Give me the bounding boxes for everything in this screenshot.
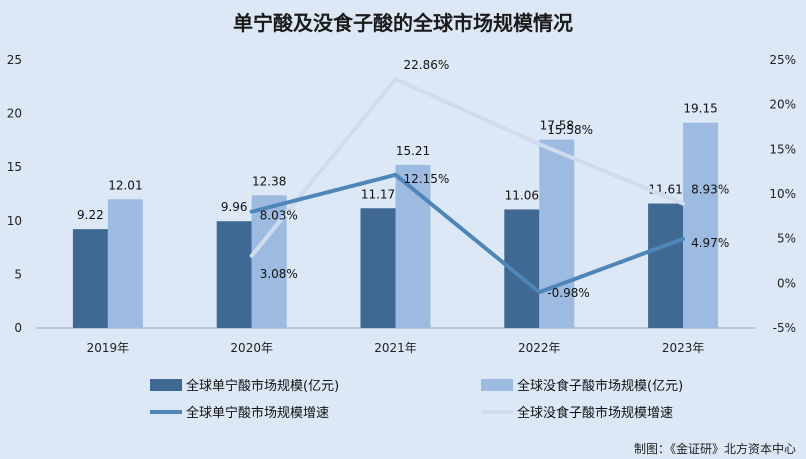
y-right-tick-label: 25%: [769, 53, 796, 67]
bar-data-label: 12.38: [252, 174, 286, 188]
bar-gallic: [539, 139, 575, 328]
line-data-label: 3.08%: [260, 267, 298, 281]
bar-data-label: 9.22: [77, 208, 104, 222]
line-data-label: 4.97%: [691, 236, 729, 250]
plot-area: 0 5 10 15 20 25 -5% 0% 5% 10% 15% 20% 25% 2019年 2020年 2…: [7, 53, 796, 355]
y-left-tick-label: 5: [14, 267, 22, 281]
bar-tannic: [360, 208, 396, 328]
source-note: 制图：《金证研》北方资本中心: [634, 441, 796, 456]
legend-label: 全球没食子酸市场规模(亿元): [517, 378, 683, 394]
x-tick-label: 2020年: [230, 341, 273, 355]
y-left-tick-label: 10: [7, 214, 22, 228]
x-tick-label: 2023年: [662, 341, 705, 355]
y-right-tick-label: 10%: [769, 187, 796, 201]
line-data-label: -0.98%: [547, 286, 589, 300]
x-tick-label: 2019年: [87, 341, 130, 355]
chart-title: 单宁酸及没食子酸的全球市场规模情况: [233, 11, 573, 35]
line-data-label: 15.58%: [547, 123, 593, 137]
line-gallic-growth: [249, 77, 686, 258]
legend: 全球单宁酸市场规模(亿元) 全球没食子酸市场规模(亿元) 全球单宁酸市场规模增速 全球…: [150, 378, 683, 421]
bar-gallic: [683, 122, 719, 328]
bar-data-label: 17.58: [540, 119, 574, 133]
bar-data-label: 15.21: [396, 144, 430, 158]
legend-label: 全球没食子酸市场规模增速: [517, 405, 673, 421]
bar-data-label: 11.17: [361, 187, 395, 201]
x-tick-label: 2022年: [518, 341, 561, 355]
y-right-tick-label: 20%: [769, 98, 796, 112]
bar-tannic: [72, 229, 108, 328]
line-data-label: 22.86%: [404, 58, 450, 72]
bar-gallic: [395, 164, 431, 328]
y-right-tick-label: 0%: [777, 276, 796, 290]
legend-swatch: [481, 379, 513, 391]
y-left-tick-label: 0: [14, 321, 22, 335]
line-data-label: 8.93%: [691, 183, 729, 197]
y-right-tick-label: 15%: [769, 142, 796, 156]
bar-data-label: 9.96: [221, 200, 248, 214]
legend-swatch: [150, 379, 182, 391]
bar-data-label: 12.01: [108, 178, 142, 192]
bar-tannic: [216, 221, 252, 328]
bar-tannic: [648, 203, 684, 328]
legend-label: 全球单宁酸市场规模(亿元): [186, 378, 339, 394]
line-tannic-growth: [249, 172, 686, 295]
y-left-tick-label: 25: [7, 53, 22, 67]
line-data-label: 8.03%: [260, 209, 298, 223]
y-right-tick-label: -5%: [773, 321, 796, 335]
legend-label: 全球单宁酸市场规模增速: [186, 405, 329, 421]
bar-data-label: 11.06: [505, 188, 539, 202]
bar-data-label: 19.15: [683, 102, 717, 116]
y-left-tick-label: 15: [7, 160, 22, 174]
y-right-tick-label: 5%: [777, 232, 796, 246]
bar-gallic: [107, 199, 143, 328]
x-tick-label: 2021年: [374, 341, 417, 355]
line-data-label: 12.15%: [404, 172, 450, 186]
y-left-tick-label: 20: [7, 107, 22, 121]
